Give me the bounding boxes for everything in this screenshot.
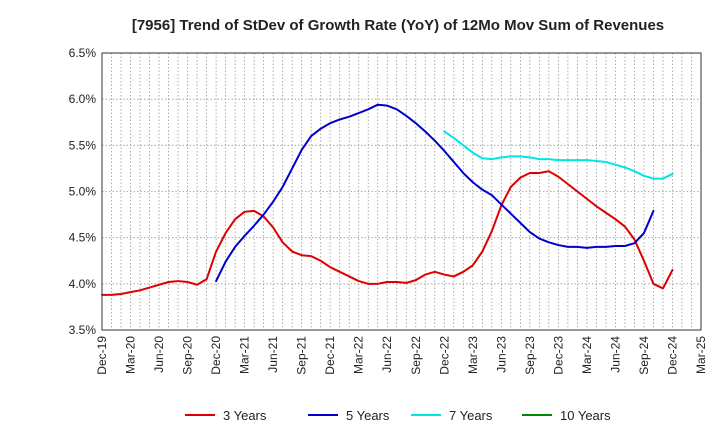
y-tick-label: 5.5% — [69, 138, 97, 152]
series-line-7-years — [443, 130, 674, 180]
x-tick-label: Mar-21 — [238, 336, 252, 374]
x-tick-label: Dec-24 — [665, 336, 679, 375]
plot-frame — [101, 52, 702, 331]
y-tick-label: 6.5% — [69, 46, 97, 60]
series-layer — [101, 103, 674, 296]
x-tick-label: Mar-24 — [580, 336, 594, 374]
legend: 3 Years 5 Years 7 Years 10 Years — [185, 408, 611, 423]
legend-label-5-years: 5 Years — [346, 408, 390, 423]
legend-label-7-years: 7 Years — [449, 408, 493, 423]
y-tick-label: 4.0% — [69, 277, 97, 291]
y-tick-label: 6.0% — [69, 92, 97, 106]
x-tick-label: Jun-20 — [152, 336, 166, 373]
x-tick-label: Sep-22 — [409, 336, 423, 375]
x-tick-label: Mar-20 — [124, 336, 138, 374]
x-tick-label: Dec-22 — [437, 336, 451, 375]
x-tick-label: Jun-22 — [380, 336, 394, 373]
x-tick-label: Sep-24 — [637, 336, 651, 375]
x-tick-label: Jun-21 — [266, 336, 280, 373]
y-tick-label: 3.5% — [69, 323, 97, 337]
chart-title: [7956] Trend of StDev of Growth Rate (Yo… — [132, 17, 664, 34]
x-tick-label: Mar-22 — [352, 336, 366, 374]
series-line-5-years — [215, 103, 655, 283]
legend-label-3-years: 3 Years — [223, 408, 267, 423]
x-tick-label: Sep-23 — [523, 336, 537, 375]
x-tick-label: Dec-21 — [323, 336, 337, 375]
x-tick-label: Jun-24 — [608, 336, 622, 373]
legend-label-10-years: 10 Years — [560, 408, 611, 423]
y-tick-label: 5.0% — [69, 185, 97, 199]
x-tick-label: Mar-23 — [466, 336, 480, 374]
y-axis-ticks: 3.5% 4.0% 4.5% 5.0% 5.5% 6.0% 6.5% — [69, 46, 97, 337]
x-tick-label: Dec-19 — [95, 336, 109, 375]
y-tick-label: 4.5% — [69, 231, 97, 245]
series-line-3-years — [101, 170, 674, 296]
x-tick-label: Mar-25 — [694, 336, 708, 374]
x-tick-label: Dec-20 — [209, 336, 223, 375]
x-axis-ticks: Dec-19 Mar-20 Jun-20 Sep-20 Dec-20 Mar-21 Jun-… — [95, 336, 708, 375]
x-tick-label: Jun-23 — [494, 336, 508, 373]
x-tick-label: Dec-23 — [551, 336, 565, 375]
x-tick-label: Sep-20 — [181, 336, 195, 375]
x-tick-label: Sep-21 — [295, 336, 309, 375]
grid — [102, 53, 701, 330]
